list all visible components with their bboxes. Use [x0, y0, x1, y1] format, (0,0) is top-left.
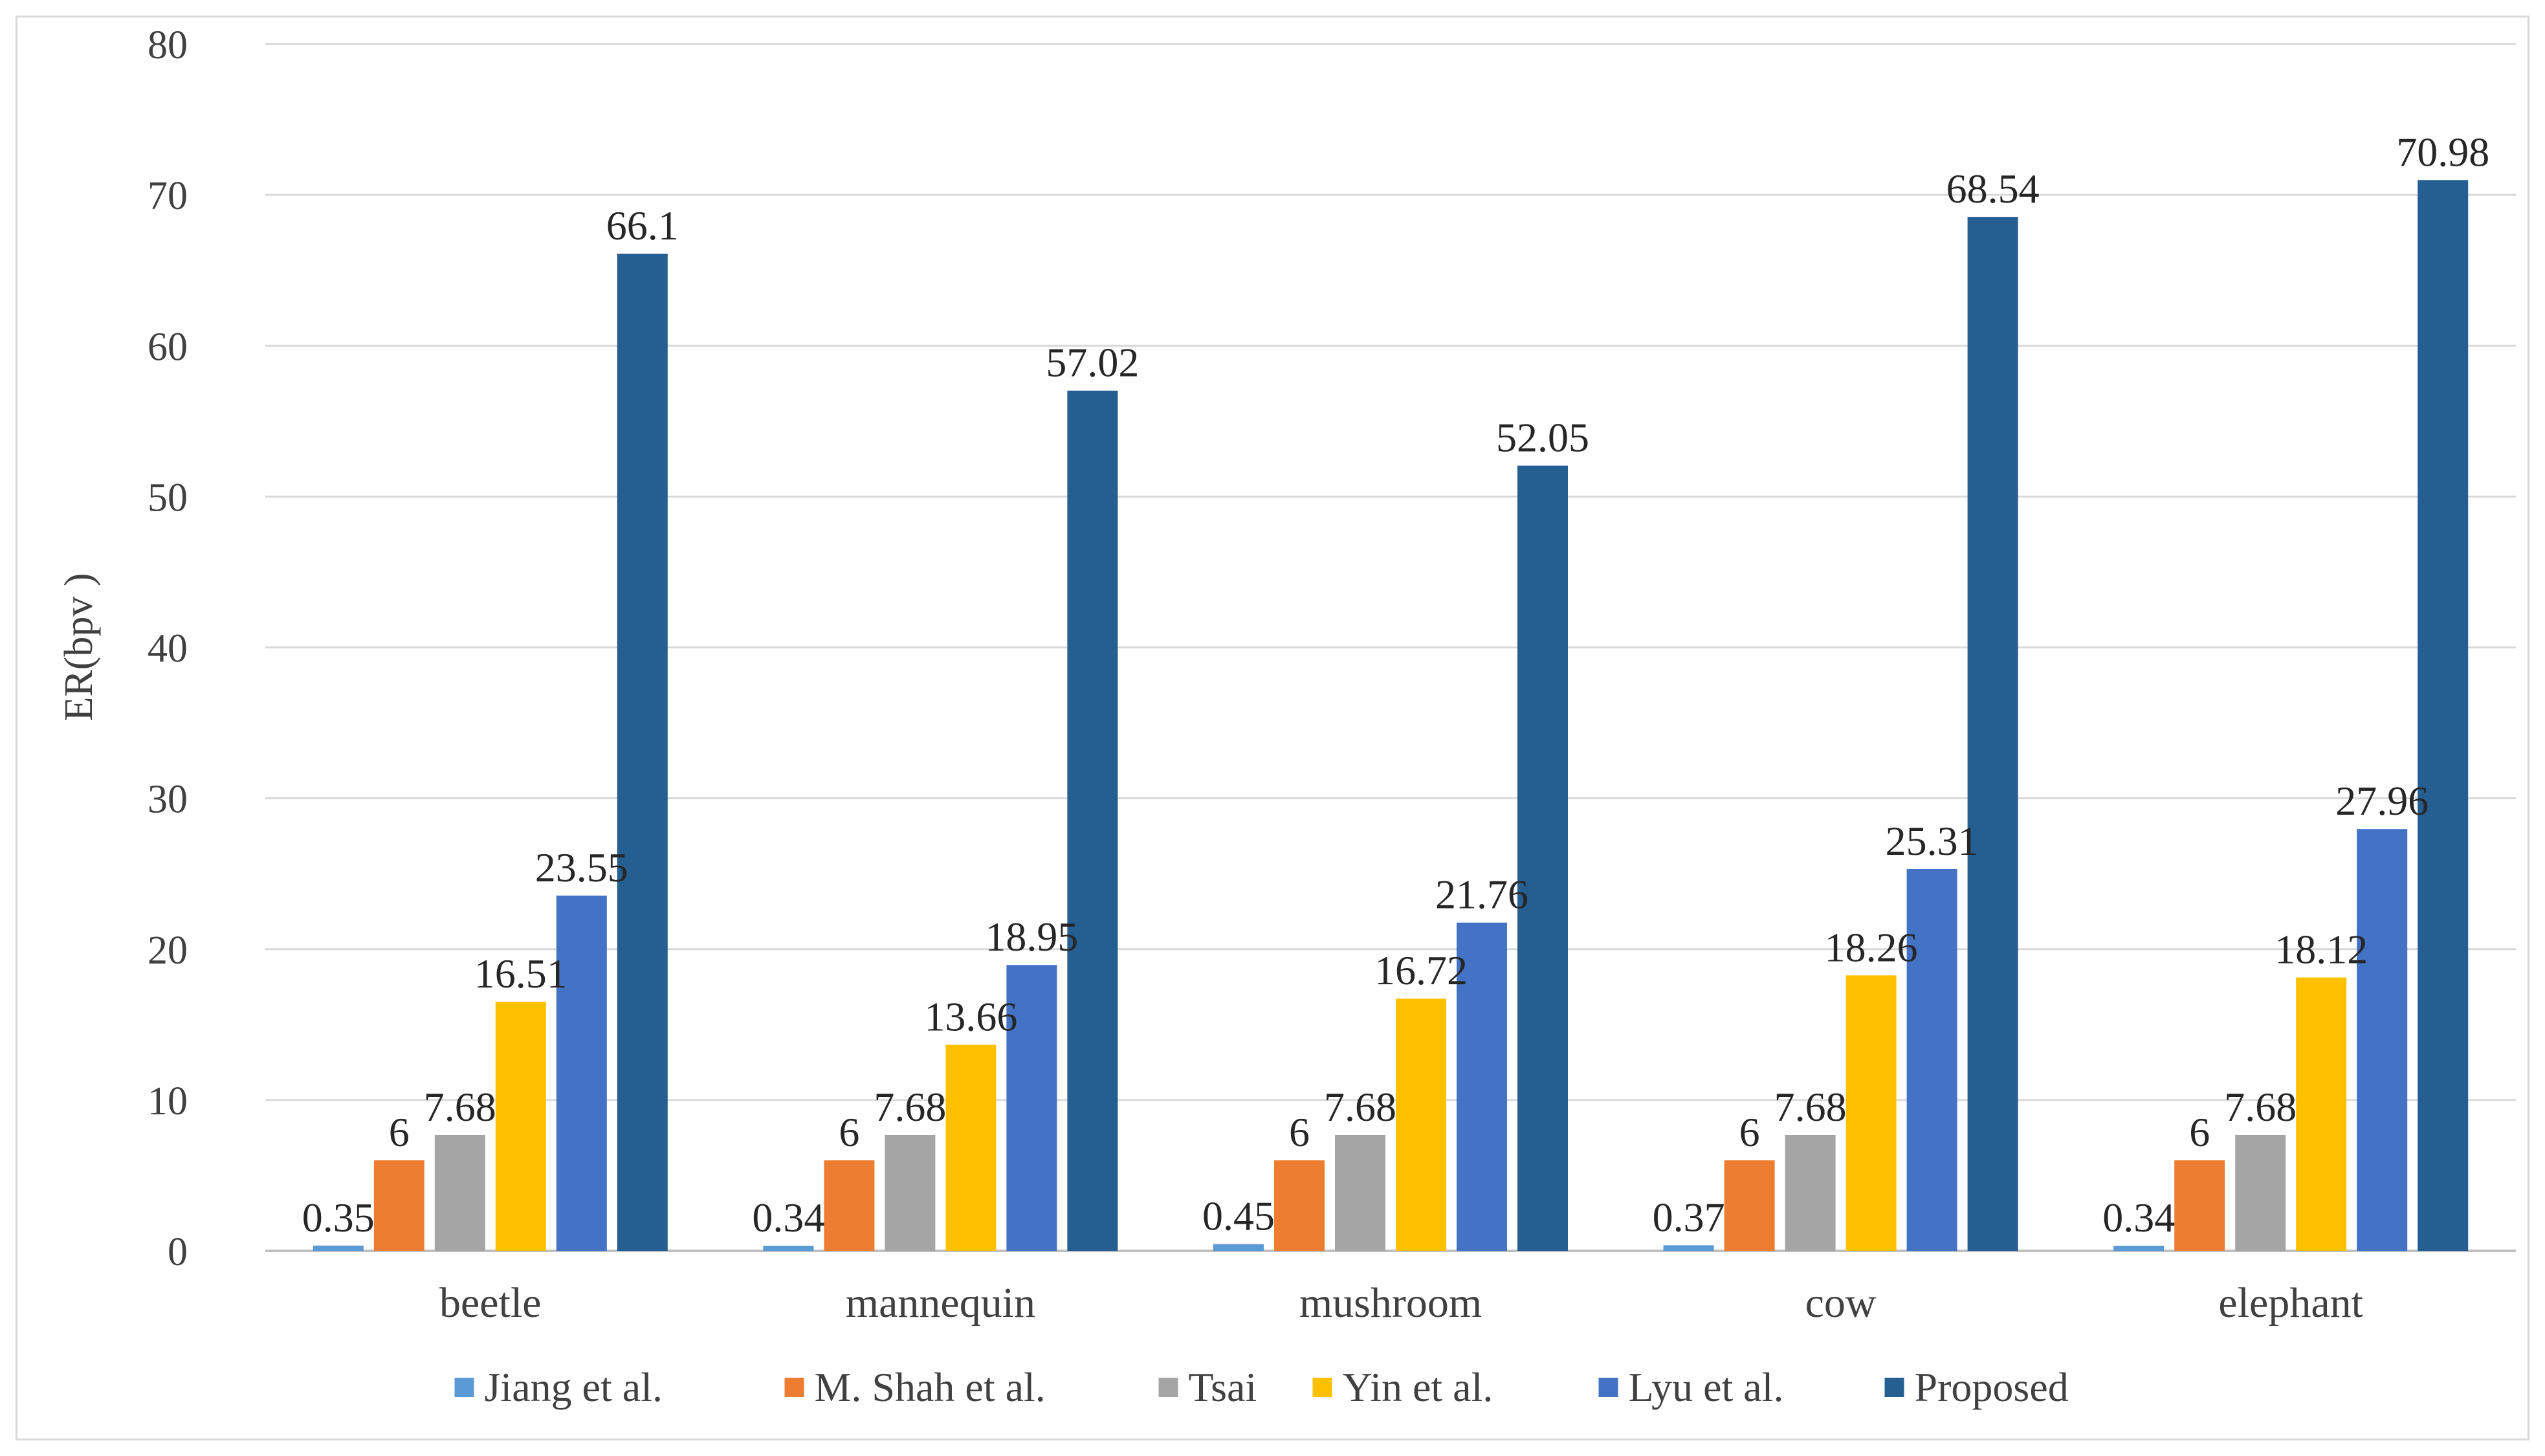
data-label: 57.02 [1046, 340, 1139, 386]
bar-proposed-beetle [617, 254, 668, 1252]
data-label: 0.45 [1202, 1193, 1275, 1239]
x-category-label: mushroom [1299, 1279, 1482, 1327]
bar-tsai-beetle [434, 1134, 485, 1251]
legend-swatch [1884, 1378, 1904, 1397]
y-tick-label: 80 [148, 23, 188, 67]
y-tick-label: 10 [148, 1079, 188, 1123]
data-label: 18.26 [1825, 924, 1918, 970]
y-axis-title: ER(bpv ) [57, 573, 101, 721]
chart-frame [16, 16, 2529, 1440]
legend-label: Tsai [1189, 1364, 1257, 1410]
bar-lyu-et-al-mannequin [1006, 965, 1057, 1251]
legend-swatch [454, 1378, 474, 1397]
bar-yin-et-al-cow [1845, 975, 1897, 1251]
data-label: 7.68 [1324, 1084, 1396, 1130]
bar-m-shah-et-al-cow [1724, 1160, 1775, 1251]
data-label: 7.68 [874, 1084, 946, 1130]
x-category-label: mannequin [846, 1279, 1035, 1327]
bar-proposed-elephant [2418, 180, 2469, 1251]
data-label: 0.34 [752, 1195, 824, 1241]
bar-jiang-et-al-mushroom [1213, 1244, 1264, 1251]
data-label: 6 [839, 1109, 859, 1155]
data-label: 7.68 [2224, 1084, 2297, 1130]
y-tick-label: 70 [148, 174, 188, 218]
bar-tsai-elephant [2235, 1134, 2286, 1251]
bar-yin-et-al-mushroom [1396, 998, 1446, 1251]
bar-lyu-et-al-beetle [556, 895, 607, 1251]
bar-proposed-mannequin [1067, 390, 1118, 1252]
y-tick-label: 20 [148, 929, 188, 973]
data-label: 6 [1289, 1109, 1310, 1155]
data-label: 18.95 [985, 914, 1078, 960]
bar-m-shah-et-al-elephant [2174, 1160, 2225, 1251]
y-tick-label: 30 [148, 778, 188, 822]
bar-proposed-cow [1967, 217, 2018, 1251]
data-label: 13.66 [924, 994, 1017, 1040]
bar-lyu-et-al-mushroom [1457, 922, 1507, 1251]
data-label: 7.68 [1774, 1084, 1847, 1130]
bar-yin-et-al-elephant [2296, 977, 2347, 1251]
data-label: 23.55 [535, 844, 628, 890]
legend-swatch [1312, 1378, 1332, 1397]
data-label: 18.12 [2275, 927, 2368, 973]
legend: Jiang et al. M. Shah et al. Tsai Yin et al.… [454, 1364, 2069, 1410]
bar-proposed-mushroom [1517, 465, 1568, 1251]
y-tick-label: 60 [148, 325, 188, 369]
legend-item: M. Shah et al. [784, 1364, 1046, 1410]
data-label: 25.31 [1886, 818, 1979, 864]
bar-m-shah-et-al-mushroom [1274, 1160, 1325, 1251]
data-label: 0.34 [2102, 1195, 2175, 1241]
bar-tsai-mushroom [1335, 1134, 1385, 1251]
y-tick-label: 0 [168, 1230, 188, 1274]
data-labels: 0.35 6 7.68 16.51 23.55 66.1 0.34 6 7.68 13.66 18.… [302, 129, 2489, 1241]
data-label: 52.05 [1496, 415, 1589, 461]
bar-jiang-et-al-elephant [2113, 1246, 2165, 1251]
legend-item: Tsai [1158, 1364, 1257, 1410]
bar-tsai-cow [1785, 1134, 1836, 1251]
data-label: 7.68 [424, 1084, 496, 1130]
bar-tsai-mannequin [885, 1134, 936, 1251]
x-category-label: cow [1805, 1279, 1877, 1327]
bar-jiang-et-al-mannequin [763, 1246, 814, 1251]
data-label: 21.76 [1435, 872, 1528, 918]
data-label: 16.51 [474, 951, 567, 997]
axes: 0 10 20 30 40 50 60 70 80 beetle mannequin mushroom… [148, 23, 2516, 1327]
legend-swatch [784, 1378, 804, 1397]
legend-swatch [1158, 1378, 1178, 1397]
bars [313, 180, 2469, 1252]
x-category-label: elephant [2218, 1279, 2363, 1327]
legend-item: Jiang et al. [454, 1364, 663, 1410]
data-label: 6 [389, 1109, 410, 1155]
data-label: 68.54 [1946, 166, 2040, 212]
bar-yin-et-al-beetle [495, 1002, 546, 1251]
legend-item: Proposed [1884, 1364, 2069, 1410]
y-tick-label: 50 [148, 476, 188, 520]
bar-yin-et-al-mannequin [945, 1044, 997, 1251]
data-label: 70.98 [2396, 129, 2489, 175]
data-label: 6 [2189, 1109, 2210, 1155]
x-category-label: beetle [439, 1279, 542, 1327]
legend-label: Lyu et al. [1629, 1364, 1784, 1410]
data-label: 16.72 [1374, 947, 1468, 993]
y-tick-label: 40 [148, 627, 188, 671]
bar-m-shah-et-al-beetle [373, 1160, 424, 1251]
legend-item: Lyu et al. [1598, 1364, 1784, 1410]
legend-item: Yin et al. [1312, 1364, 1493, 1410]
data-label: 66.1 [606, 203, 679, 248]
data-label: 0.37 [1653, 1194, 1725, 1240]
data-label: 6 [1739, 1109, 1760, 1155]
legend-label: Proposed [1915, 1364, 2069, 1410]
bar-jiang-et-al-cow [1663, 1245, 1714, 1251]
bar-lyu-et-al-cow [1906, 868, 1957, 1251]
data-label: 27.96 [2335, 778, 2429, 824]
data-label: 0.35 [302, 1195, 375, 1241]
bar-m-shah-et-al-mannequin [824, 1160, 875, 1251]
bar-jiang-et-al-beetle [313, 1245, 364, 1251]
legend-label: M. Shah et al. [815, 1364, 1046, 1410]
legend-label: Jiang et al. [485, 1364, 663, 1410]
bar-lyu-et-al-elephant [2357, 829, 2408, 1251]
legend-label: Yin et al. [1343, 1364, 1493, 1410]
legend-swatch [1598, 1378, 1618, 1397]
